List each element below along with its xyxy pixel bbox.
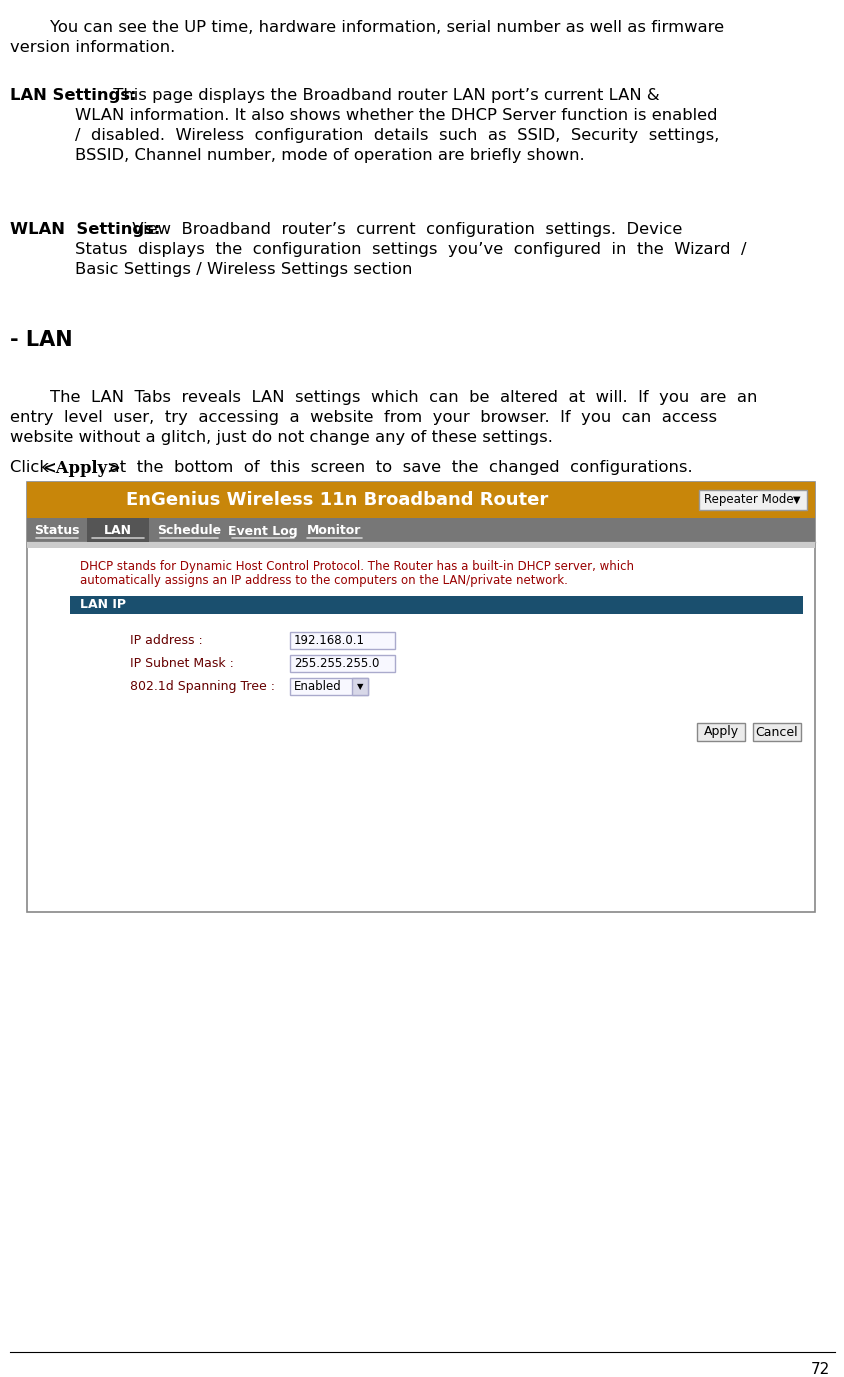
Text: Monitor: Monitor: [307, 525, 361, 537]
Text: Status  displays  the  configuration  settings  you’ve  configured  in  the  Wiz: Status displays the configuration settin…: [75, 242, 745, 257]
Text: version information.: version information.: [10, 40, 175, 55]
Bar: [27, 543, 814, 548]
Text: 72: 72: [809, 1362, 829, 1377]
Text: LAN IP: LAN IP: [80, 599, 126, 611]
Bar: [698, 490, 806, 509]
Bar: [87, 518, 149, 543]
Text: Apply: Apply: [702, 726, 738, 738]
Text: This page displays the Broadband router LAN port’s current LAN &: This page displays the Broadband router …: [108, 88, 659, 103]
Text: ▼: ▼: [792, 494, 799, 505]
Text: 802.1d Spanning Tree :: 802.1d Spanning Tree :: [130, 680, 274, 693]
Text: 255.255.255.0: 255.255.255.0: [294, 657, 379, 671]
Bar: [752, 723, 800, 741]
Text: website without a glitch, just do not change any of these settings.: website without a glitch, just do not ch…: [10, 430, 552, 445]
Bar: [289, 677, 368, 695]
Text: You can see the UP time, hardware information, serial number as well as firmware: You can see the UP time, hardware inform…: [50, 21, 723, 34]
Text: Cancel: Cancel: [755, 726, 798, 738]
Text: Basic Settings / Wireless Settings section: Basic Settings / Wireless Settings secti…: [75, 262, 412, 277]
Text: Event Log: Event Log: [228, 525, 297, 537]
Text: EnGenius Wireless 11n Broadband Router: EnGenius Wireless 11n Broadband Router: [126, 492, 548, 509]
Text: LAN: LAN: [104, 525, 132, 537]
Bar: [696, 723, 744, 741]
Text: DHCP stands for Dynamic Host Control Protocol. The Router has a built-in DHCP se: DHCP stands for Dynamic Host Control Pro…: [80, 560, 633, 573]
Text: WLAN information. It also shows whether the DHCP Server function is enabled: WLAN information. It also shows whether …: [75, 107, 717, 123]
Text: <Apply>: <Apply>: [42, 460, 121, 476]
Text: automatically assigns an IP address to the computers on the LAN/private network.: automatically assigns an IP address to t…: [80, 574, 567, 587]
Text: /  disabled.  Wireless  configuration  details  such  as  SSID,  Security  setti: / disabled. Wireless configuration detai…: [75, 128, 718, 143]
Bar: [289, 655, 394, 672]
Text: LAN Settings:: LAN Settings:: [10, 88, 137, 103]
Bar: [352, 677, 368, 695]
Text: at  the  bottom  of  this  screen  to  save  the  changed  configurations.: at the bottom of this screen to save the…: [99, 460, 692, 475]
Text: IP address :: IP address :: [130, 633, 203, 647]
Bar: [27, 482, 814, 518]
Text: BSSID, Channel number, mode of operation are briefly shown.: BSSID, Channel number, mode of operation…: [75, 147, 584, 162]
Text: Status: Status: [35, 525, 79, 537]
Text: Click: Click: [10, 460, 59, 475]
Text: IP Subnet Mask :: IP Subnet Mask :: [130, 657, 234, 671]
Bar: [70, 596, 802, 614]
Text: - LAN: - LAN: [10, 330, 73, 350]
Bar: [27, 518, 814, 543]
Text: View  Broadband  router’s  current  configuration  settings.  Device: View Broadband router’s current configur…: [127, 222, 682, 237]
Text: The  LAN  Tabs  reveals  LAN  settings  which  can  be  altered  at  will.  If  : The LAN Tabs reveals LAN settings which …: [50, 390, 756, 405]
Bar: [289, 632, 394, 649]
Text: ▼: ▼: [356, 682, 363, 691]
Text: Repeater Mode: Repeater Mode: [703, 493, 793, 507]
Text: Schedule: Schedule: [157, 525, 221, 537]
Text: 192.168.0.1: 192.168.0.1: [294, 633, 365, 647]
Bar: [27, 482, 814, 912]
Text: Enabled: Enabled: [294, 680, 341, 693]
Text: WLAN  Settings:: WLAN Settings:: [10, 222, 160, 237]
Text: entry  level  user,  try  accessing  a  website  from  your  browser.  If  you  : entry level user, try accessing a websit…: [10, 410, 717, 425]
